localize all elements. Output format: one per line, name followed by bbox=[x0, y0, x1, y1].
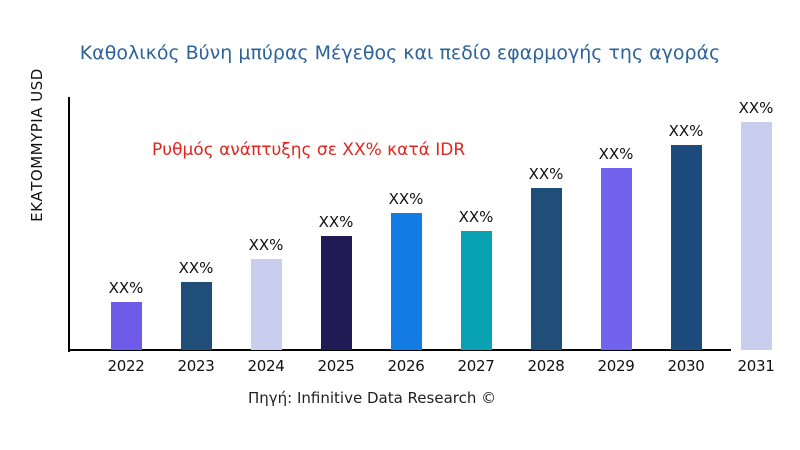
bar-2026 bbox=[390, 213, 422, 350]
bar-2025 bbox=[320, 236, 352, 350]
bar-2023 bbox=[180, 282, 212, 350]
x-tick-label-2024: 2024 bbox=[247, 357, 285, 375]
bar-2031 bbox=[740, 122, 772, 350]
bar-value-label-2026: XX% bbox=[388, 190, 424, 208]
x-tick-label-2027: 2027 bbox=[457, 357, 495, 375]
bar-2027 bbox=[460, 231, 492, 350]
source-caption: Πηγή: Infinitive Data Research © bbox=[248, 389, 497, 407]
x-tick-label-2029: 2029 bbox=[597, 357, 635, 375]
bar-value-label-2022: XX% bbox=[108, 279, 144, 297]
bar-2024 bbox=[250, 259, 282, 350]
x-tick-label-2025: 2025 bbox=[317, 357, 355, 375]
bar-2022 bbox=[110, 302, 142, 350]
y-axis-label: ΕΚΑΤΟΜΜΥΡΙΑ USD bbox=[28, 68, 46, 222]
x-axis-line bbox=[68, 349, 731, 351]
bar-2029 bbox=[600, 168, 632, 350]
y-axis-line bbox=[68, 97, 70, 352]
bar-value-label-2023: XX% bbox=[178, 259, 214, 277]
bar-value-label-2027: XX% bbox=[458, 208, 494, 226]
chart-title: Καθολικός Βύνη μπύρας Μέγεθος και πεδίο … bbox=[79, 42, 721, 64]
bar-value-label-2030: XX% bbox=[668, 122, 704, 140]
bar-value-label-2025: XX% bbox=[318, 213, 354, 231]
x-tick-label-2031: 2031 bbox=[737, 357, 775, 375]
bar-value-label-2029: XX% bbox=[598, 145, 634, 163]
x-tick-label-2023: 2023 bbox=[177, 357, 215, 375]
bar-value-label-2028: XX% bbox=[528, 165, 564, 183]
growth-rate-annotation: Ρυθμός ανάπτυξης σε XX% κατά IDR bbox=[152, 140, 466, 160]
x-tick-label-2030: 2030 bbox=[667, 357, 705, 375]
x-tick-label-2022: 2022 bbox=[107, 357, 145, 375]
bar-2030 bbox=[670, 145, 702, 350]
x-tick-label-2028: 2028 bbox=[527, 357, 565, 375]
bar-2028 bbox=[530, 188, 562, 350]
bar-value-label-2031: XX% bbox=[738, 99, 774, 117]
x-tick-label-2026: 2026 bbox=[387, 357, 425, 375]
bar-value-label-2024: XX% bbox=[248, 236, 284, 254]
